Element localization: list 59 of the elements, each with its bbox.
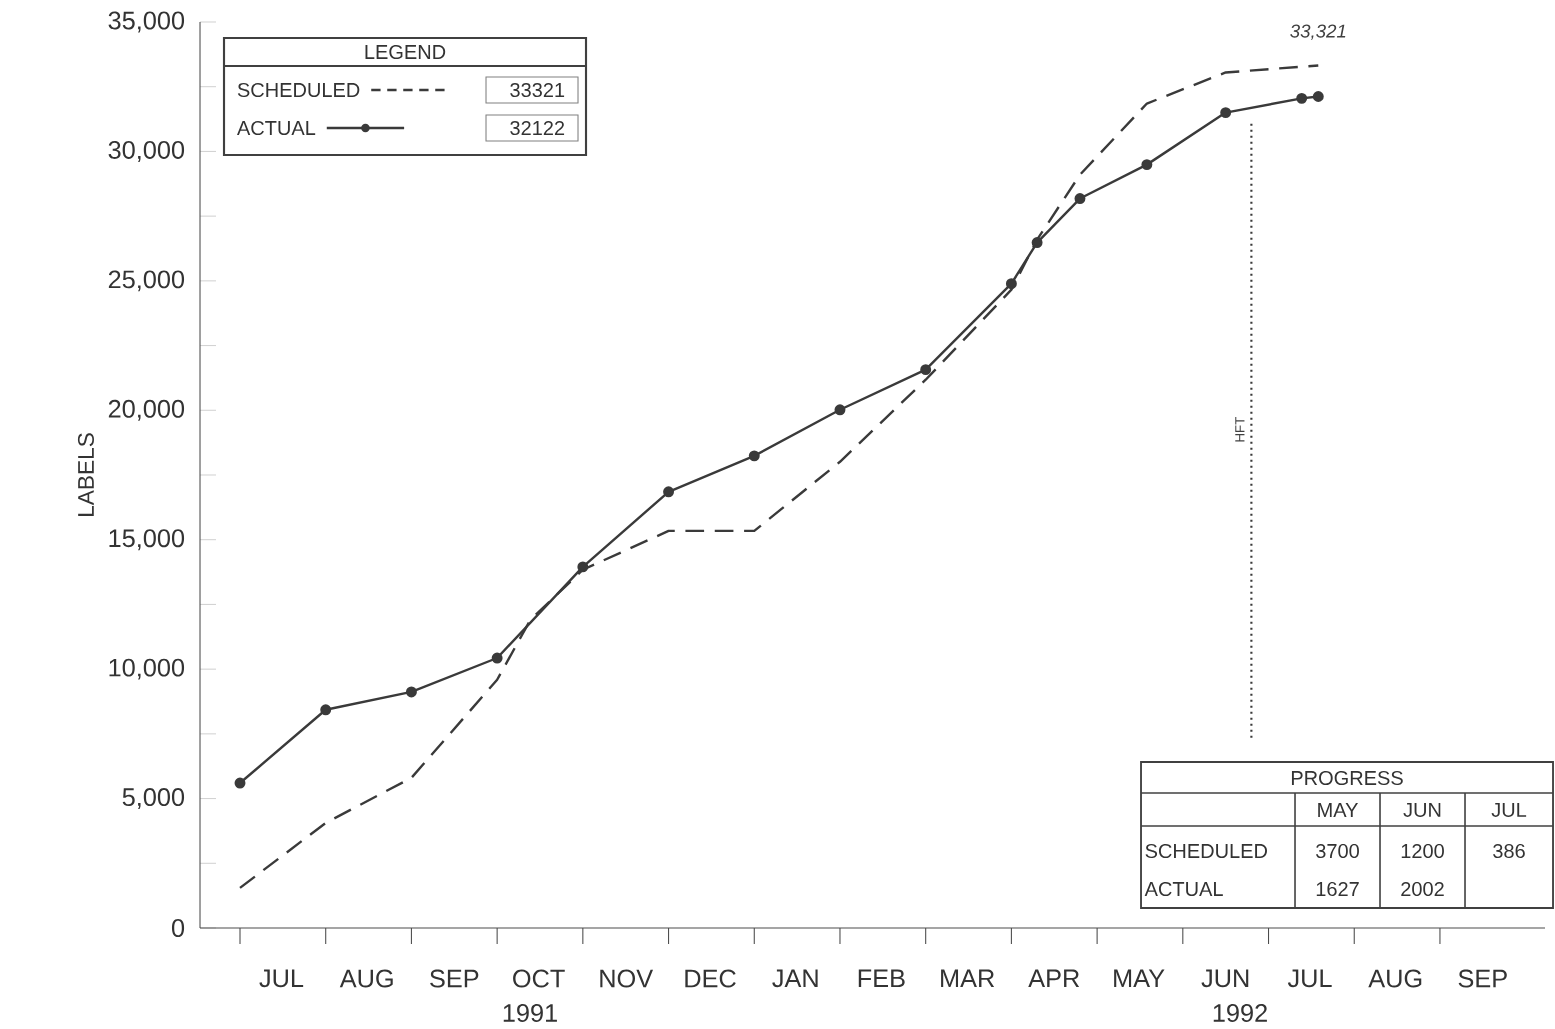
y-tick-label: 35,000 (108, 11, 185, 33)
x-tick-label: JUL (1287, 969, 1332, 988)
x-tick-label: JUL (259, 969, 304, 988)
y-tick-label: 30,000 (108, 140, 185, 162)
legend-label: ACTUAL (236, 120, 316, 136)
x-tick-label: NOV (600, 969, 654, 988)
y-tick-label: 0 (171, 919, 185, 937)
point (1312, 91, 1324, 102)
annotation: 1627 (1316, 881, 1359, 897)
point (320, 704, 332, 716)
y-axis-title: LABELS (77, 433, 94, 516)
point (1220, 107, 1232, 119)
annotation: 33321 (510, 82, 565, 98)
y-tick-label: 15,000 (109, 529, 185, 551)
point (1005, 278, 1017, 290)
x-tick-label: OCT (513, 969, 565, 988)
annotation: MAY (1318, 803, 1359, 817)
point (234, 777, 246, 789)
annotation: PROGRESS (1291, 770, 1403, 786)
point (920, 364, 932, 376)
annotation: 386 (1493, 843, 1525, 859)
annotation: 2002 (1401, 881, 1444, 897)
x-tick-label: JAN (772, 969, 818, 988)
annotation: 1200 (1401, 843, 1444, 859)
annotation: ACTUAL (1144, 881, 1223, 897)
y-tick-label: 20,000 (108, 399, 185, 421)
point (663, 486, 675, 498)
point (1296, 92, 1308, 104)
text: 1991 (503, 1004, 557, 1022)
text: 1992 (1213, 1004, 1267, 1022)
x-tick-label: SEP (1458, 969, 1507, 988)
x-tick-label: FEB (858, 969, 905, 988)
x-tick-label: MAR (941, 969, 995, 988)
x-tick-label: AUG (1368, 969, 1422, 988)
point (748, 450, 760, 462)
annotation: 3700 (1316, 843, 1359, 859)
legend-label: SCHEDULED (237, 82, 360, 98)
annotation: SCHEDULED (1145, 843, 1267, 859)
x-tick-label: SEP (430, 969, 479, 988)
point (1141, 159, 1153, 171)
annotation: JUL (1491, 803, 1527, 817)
point (1031, 237, 1043, 249)
x-tick-label: APR (1028, 969, 1080, 988)
legend-title: LEGEND (365, 44, 446, 60)
annotation: 32122 (510, 120, 565, 136)
x-tick-label: MAY (1114, 969, 1165, 988)
x-tick-label: DEC (685, 969, 736, 988)
point (577, 561, 589, 573)
annotation: 33,321 (1290, 24, 1346, 40)
point (405, 686, 417, 698)
y-tick-label: 25,000 (108, 270, 185, 292)
ref-line-label: HFT (1235, 417, 1245, 442)
x-tick-label: AUG (339, 969, 393, 988)
y-tick-label: 10,000 (109, 658, 185, 680)
annotation: JUN (1403, 803, 1441, 817)
y-tick-label: 5,000 (122, 788, 185, 810)
point (1074, 193, 1086, 204)
x-tick-label: JUN (1201, 969, 1249, 988)
point (491, 652, 503, 664)
